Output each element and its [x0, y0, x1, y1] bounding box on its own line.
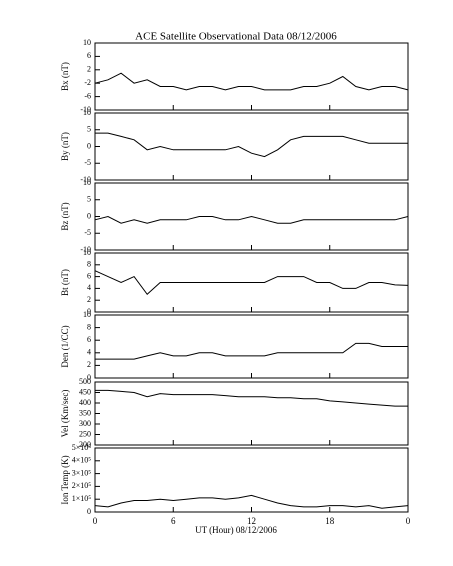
x-axis-label: UT (Hour) 08/12/2006 — [195, 525, 277, 535]
data-line — [94, 215, 409, 224]
y-axis-label: Bz (nT) — [60, 202, 70, 230]
x-tick-label: 0 — [93, 516, 98, 526]
y-tick-label: -10 — [80, 175, 91, 184]
y-tick-label: 3×10⁵ — [72, 468, 92, 477]
y-tick-label: 4 — [87, 348, 91, 357]
y-axis-label: Bt (nT) — [60, 269, 70, 296]
y-tick-label: 5 — [87, 125, 91, 134]
y-tick-label: 10 — [83, 108, 91, 117]
y-tick-label: 2 — [87, 65, 91, 74]
y-tick-label: -10 — [80, 105, 91, 114]
y-axis-label: Ion Temp (K) — [60, 455, 70, 504]
y-tick-label: 450 — [79, 387, 91, 396]
y-tick-label: 10 — [83, 248, 91, 257]
y-tick-label: 6 — [87, 335, 91, 344]
data-line — [95, 342, 408, 360]
y-tick-label: -10 — [80, 245, 91, 254]
y-tick-label: 6 — [87, 271, 91, 280]
y-tick-label: 400 — [79, 398, 91, 407]
y-tick-label: 6 — [87, 51, 91, 60]
y-tick-label: 350 — [79, 408, 91, 417]
data-line — [95, 389, 408, 407]
data-line — [94, 494, 409, 509]
y-tick-label: 2 — [87, 360, 91, 369]
y-tick-label: 0 — [87, 141, 91, 150]
y-tick-label: -6 — [84, 91, 91, 100]
x-tick-label: 12 — [247, 516, 256, 526]
y-tick-label: 0 — [87, 373, 91, 382]
y-axis-label: Bx (nT) — [60, 62, 70, 91]
y-tick-label: -5 — [84, 158, 91, 167]
y-tick-label: 0 — [87, 507, 91, 516]
y-tick-label: 2×10⁵ — [72, 481, 92, 490]
y-axis-label: By (nT) — [60, 132, 70, 161]
y-tick-label: 250 — [79, 429, 91, 438]
x-tick-label: 6 — [171, 516, 176, 526]
y-tick-label: -5 — [84, 228, 91, 237]
y-tick-label: 8 — [87, 322, 91, 331]
data-line — [94, 72, 409, 91]
chart-title: ACE Satellite Observational Data 08/12/2… — [135, 31, 337, 43]
y-tick-label: -2 — [84, 78, 91, 87]
x-tick-label: 18 — [325, 516, 335, 526]
data-line — [94, 270, 409, 296]
y-tick-label: 4×10⁵ — [72, 456, 92, 465]
y-tick-label: 0 — [87, 211, 91, 220]
y-tick-label: 200 — [79, 440, 91, 449]
y-tick-label: 300 — [79, 419, 91, 428]
y-tick-label: 10 — [83, 178, 91, 187]
x-tick-label: 0 — [406, 516, 411, 526]
y-tick-label: 8 — [87, 260, 91, 269]
y-tick-label: 5×10⁵ — [72, 443, 92, 452]
y-tick-label: 1×10⁵ — [72, 494, 92, 503]
y-tick-label: 0 — [87, 307, 91, 316]
y-tick-label: 4 — [87, 283, 91, 292]
y-axis-label: Den (1/CC) — [60, 325, 70, 367]
y-tick-label: 10 — [83, 38, 91, 47]
y-tick-label: 5 — [87, 195, 91, 204]
y-tick-label: 500 — [79, 377, 91, 386]
y-tick-label: 2 — [87, 295, 91, 304]
data-line — [95, 132, 408, 158]
y-tick-label: 10 — [83, 310, 91, 319]
y-axis-label: Vel (Km/sec) — [60, 390, 70, 438]
